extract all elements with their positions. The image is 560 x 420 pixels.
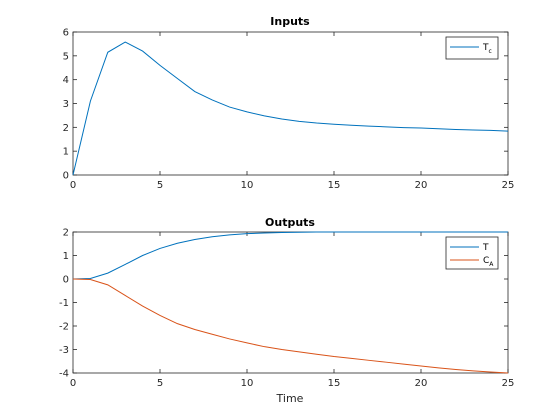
series-line-ca [72,278,509,374]
x-tick-label: 0 [70,180,76,191]
x-tick-label: 25 [502,378,515,389]
y-tick-label: 6 [63,28,69,39]
legend: TCA [445,236,499,270]
y-tick-label: 2 [63,123,69,134]
outputs-title: Outputs [265,216,315,229]
x-tick-label: 20 [415,180,428,191]
x-tick-label: 10 [241,378,254,389]
axes-box [72,31,509,176]
x-tick-label: 5 [157,180,163,191]
series-line-t [72,231,508,280]
legend-label-main: T [482,43,489,53]
x-tick-label: 15 [328,180,341,191]
x-tick-label: 20 [415,378,428,389]
legend-label-main: T [482,243,489,253]
y-tick-label: -4 [59,369,69,380]
y-tick-label: 1 [63,251,69,262]
x-tick-label: 0 [70,378,76,389]
y-tick-label: 1 [63,147,69,158]
inputs-plot-area: 0 5 10 15 20 25 0 1 2 3 4 5 6 Tc [63,28,515,192]
y-tick-label: 4 [63,75,69,86]
y-tick-label: -1 [59,298,69,309]
inputs-panel: Inputs 0 5 10 15 20 25 0 1 2 3 4 5 6 Tc [63,15,515,191]
x-tick-label: 15 [328,378,341,389]
x-tick-label: 5 [157,378,163,389]
legend-label-main: C [483,256,489,266]
y-tick-label: 3 [63,99,69,110]
y-tick-label: -2 [59,322,69,333]
outputs-x-axis-label: Time [276,392,304,405]
series-line-tc [72,41,509,176]
legend-label: T [482,243,489,253]
x-tick-label: 25 [502,180,515,191]
y-tick-label: 5 [63,51,69,62]
x-tick-label: 10 [241,180,254,191]
legend-label: Tc [482,43,492,55]
legend-box [445,236,499,270]
y-tick-label: 2 [63,228,69,239]
legend-box [445,36,499,60]
legend-label-subscript: A [489,261,494,268]
inputs-title: Inputs [270,15,310,28]
legend-label: CA [483,256,494,268]
y-tick-label: 0 [63,171,69,182]
axes-box [72,231,509,374]
legend: Tc [445,36,499,60]
y-tick-label: -3 [59,345,69,356]
legend-label-subscript: c [489,48,492,55]
y-tick-label: 0 [63,275,69,286]
